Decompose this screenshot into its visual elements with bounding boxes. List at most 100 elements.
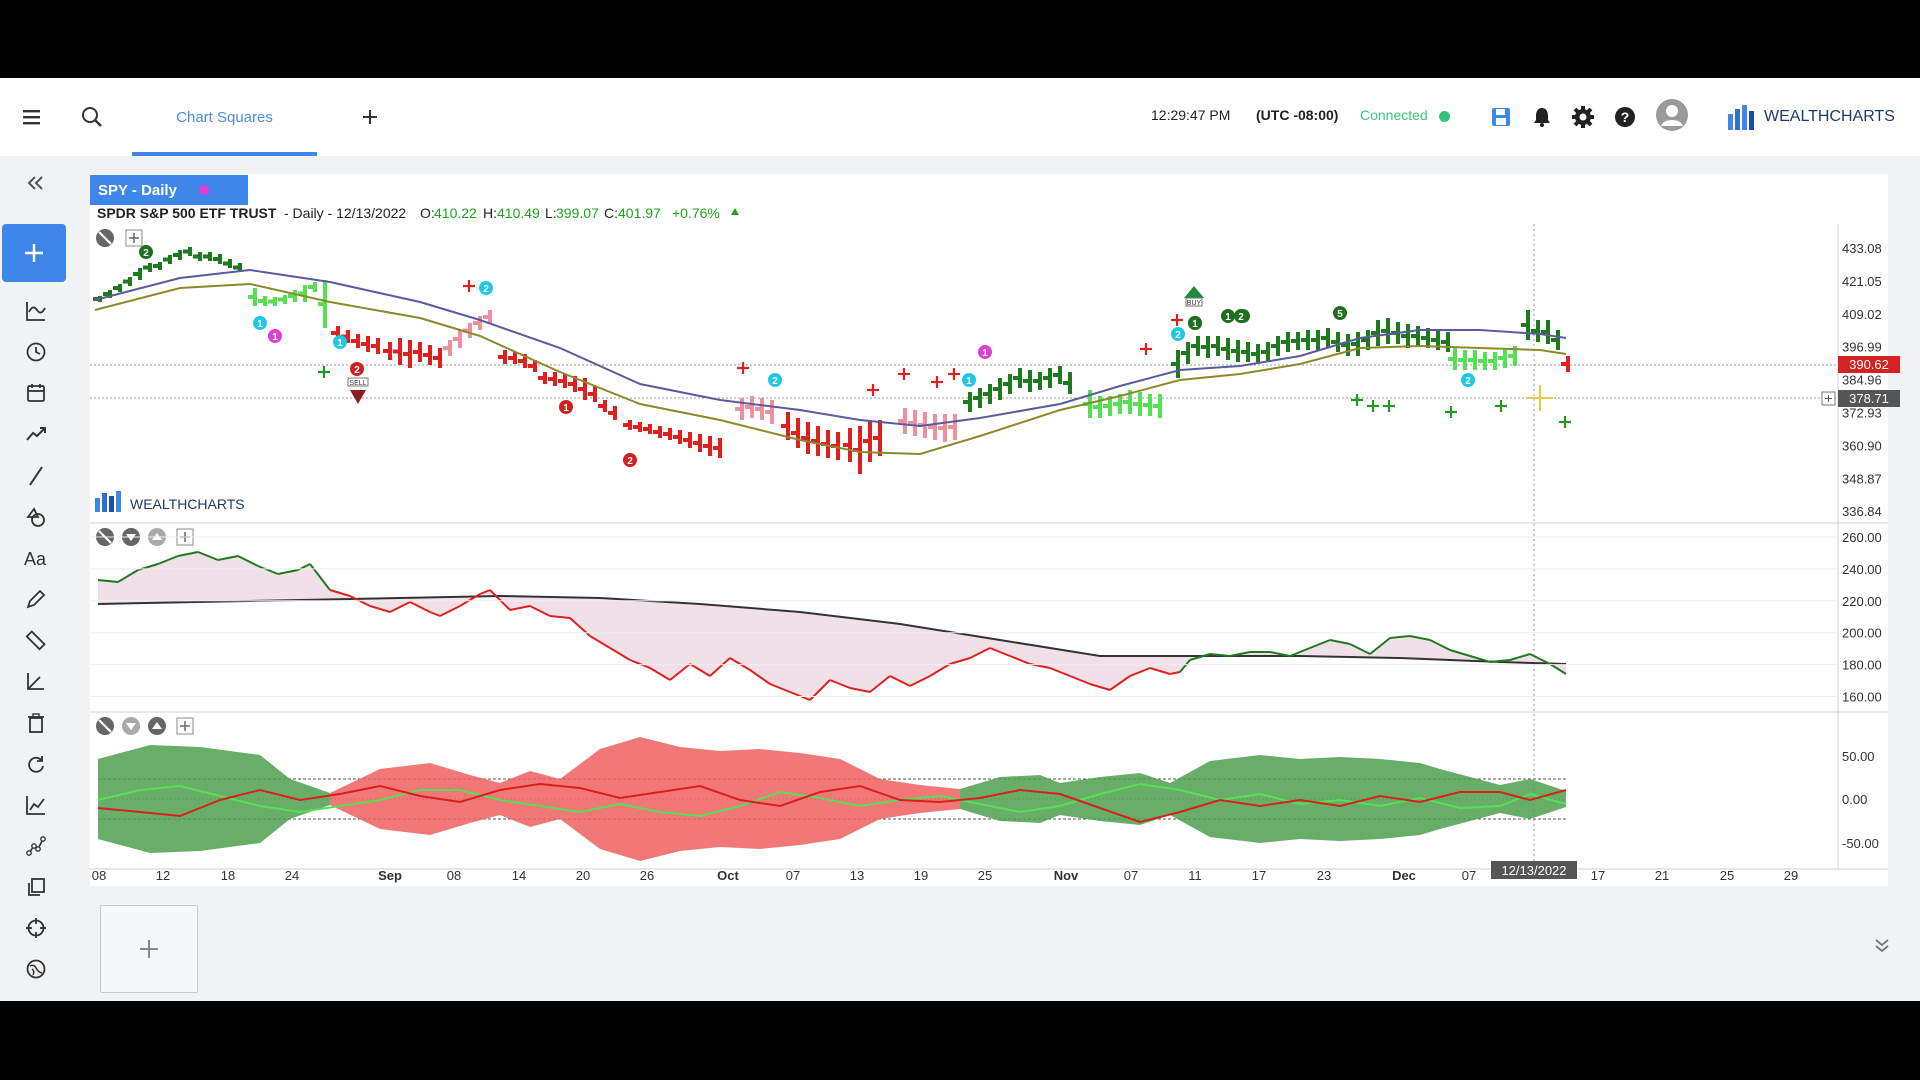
signal-marker-label: 1 (982, 348, 988, 359)
oscillator-line-segment (1349, 643, 1371, 655)
add-chart-button[interactable] (2, 224, 66, 282)
oscillator-line-segment (1509, 653, 1531, 661)
refresh-icon[interactable] (16, 747, 56, 781)
settings-gear-icon[interactable] (1566, 100, 1600, 134)
price-bar-tick (103, 292, 110, 296)
search-icon[interactable] (75, 100, 109, 134)
pane1-controls (96, 229, 143, 247)
trend-icon[interactable] (16, 417, 56, 451)
text-tool-icon[interactable]: Aa (16, 541, 56, 575)
save-icon[interactable] (1484, 100, 1518, 134)
signal-marker-icon (139, 245, 153, 259)
oscillator-line-segment (429, 611, 441, 617)
price-bar-tick (653, 430, 660, 434)
cloud-area (98, 745, 330, 853)
sell-arrow-icon (350, 390, 366, 404)
hamburger-menu-icon[interactable] (15, 100, 49, 134)
price-bar-tick (983, 392, 990, 396)
trendline-tool-icon[interactable] (16, 459, 56, 493)
collapse-sidebar-icon[interactable] (16, 166, 56, 200)
oscillator-line-segment (439, 605, 461, 617)
clock-icon[interactable] (16, 335, 56, 369)
signal-marker-icon (268, 329, 282, 343)
price-bar-tick (248, 295, 255, 299)
notifications-bell-icon[interactable] (1525, 100, 1559, 134)
time-tick-label: Dec (1392, 868, 1416, 883)
oscillator-line-segment (1389, 635, 1411, 639)
signal-marker-icon (350, 362, 364, 376)
chart-tab-label: SPY - Daily (98, 181, 177, 199)
signal-marker-label: 1 (966, 376, 972, 387)
price-bar-tick (973, 396, 980, 400)
trash-icon[interactable] (16, 706, 56, 740)
price-bar-tick (498, 355, 505, 359)
price-bar-tick (1401, 334, 1408, 338)
signal-marker-icon (1333, 306, 1347, 320)
price-bar-tick (558, 379, 565, 383)
price-bar-tick (1321, 336, 1328, 340)
price-bar-tick (1521, 323, 1528, 327)
time-tick-label: 21 (1655, 868, 1669, 883)
line-chart-icon[interactable] (16, 788, 56, 822)
watermark-text: WEALTHCHARTS (130, 496, 245, 512)
oscillator-line-segment (389, 601, 411, 613)
price-tick-label: 348.87 (1842, 471, 1882, 486)
measure-tool-icon[interactable] (16, 623, 56, 657)
cloud-tick-label: 0.00 (1842, 792, 1867, 807)
chart-canvas[interactable]: SPDR S&P 500 ETF TRUST - Daily - 12/13/2… (0, 78, 1920, 1001)
price-bar-tick (1531, 329, 1538, 333)
price-bar-tick (608, 411, 615, 415)
chart-tab-spy[interactable]: SPY - Daily (90, 175, 248, 205)
pencil-tool-icon[interactable] (16, 582, 56, 616)
globe-icon[interactable] (16, 952, 56, 986)
crosshair-icon[interactable] (16, 911, 56, 945)
ohlc-high: 410.49 (497, 205, 540, 221)
price-bar-tick (993, 387, 1000, 391)
user-avatar-icon[interactable] (1655, 98, 1689, 132)
time-tick-label: 20 (576, 868, 590, 883)
oscillator-line-segment (1409, 635, 1431, 641)
calendar-icon[interactable] (16, 376, 56, 410)
shapes-tool-icon[interactable] (16, 500, 56, 534)
oscillator-line-segment (1149, 667, 1171, 675)
brand-logo: WEALTHCHARTS (1726, 100, 1896, 134)
price-bar-tick (898, 419, 905, 423)
oscillator-line-segment (1109, 675, 1131, 691)
add-tab-icon[interactable] (353, 100, 387, 134)
tab-chart-squares[interactable]: Chart Squares (132, 78, 317, 156)
copy-layout-icon[interactable] (16, 870, 56, 904)
oscillator-line-segment (1229, 651, 1251, 657)
oscillator-signal-line (97, 594, 1567, 665)
oscillator-line-segment (1069, 675, 1091, 685)
ohlc-low: 399.07 (556, 205, 599, 221)
cloud-fast-line (97, 782, 1567, 818)
scroll-down-chevron-icon[interactable] (1872, 936, 1892, 956)
oscillator-line-segment (459, 593, 481, 607)
price-bar-tick (403, 352, 410, 356)
oscillator-line-segment (1329, 639, 1351, 645)
price-bar-tick (183, 249, 190, 254)
price-bar-tick (908, 421, 915, 425)
price-bar-tick (1251, 352, 1258, 356)
oscillator-line-segment (549, 615, 571, 619)
nodes-icon[interactable] (16, 829, 56, 863)
svg-text:Aa: Aa (24, 549, 47, 569)
price-bar-tick (873, 436, 880, 440)
price-bar-tick (1331, 340, 1338, 344)
signal-marker-icon (1171, 327, 1185, 341)
time-tick-label: 08 (447, 868, 461, 883)
ohlc-high-label: H: (483, 205, 497, 221)
osc-tick-label: 260.00 (1842, 530, 1882, 545)
time-tick-label: 08 (92, 868, 106, 883)
indicators-icon[interactable] (16, 294, 56, 328)
signal-marker-label: 1 (1192, 319, 1198, 330)
angle-tool-icon[interactable] (16, 664, 56, 698)
help-icon[interactable]: ? (1608, 100, 1642, 134)
price-bar-tick (473, 321, 480, 325)
oscillator-line-segment (1089, 683, 1111, 691)
oscillator-line-segment (1429, 639, 1451, 651)
price-bar-tick (928, 425, 935, 429)
signal-marker-icon (479, 281, 493, 295)
add-chart-square-button[interactable] (100, 905, 198, 993)
oscillator-line-segment (869, 675, 891, 693)
